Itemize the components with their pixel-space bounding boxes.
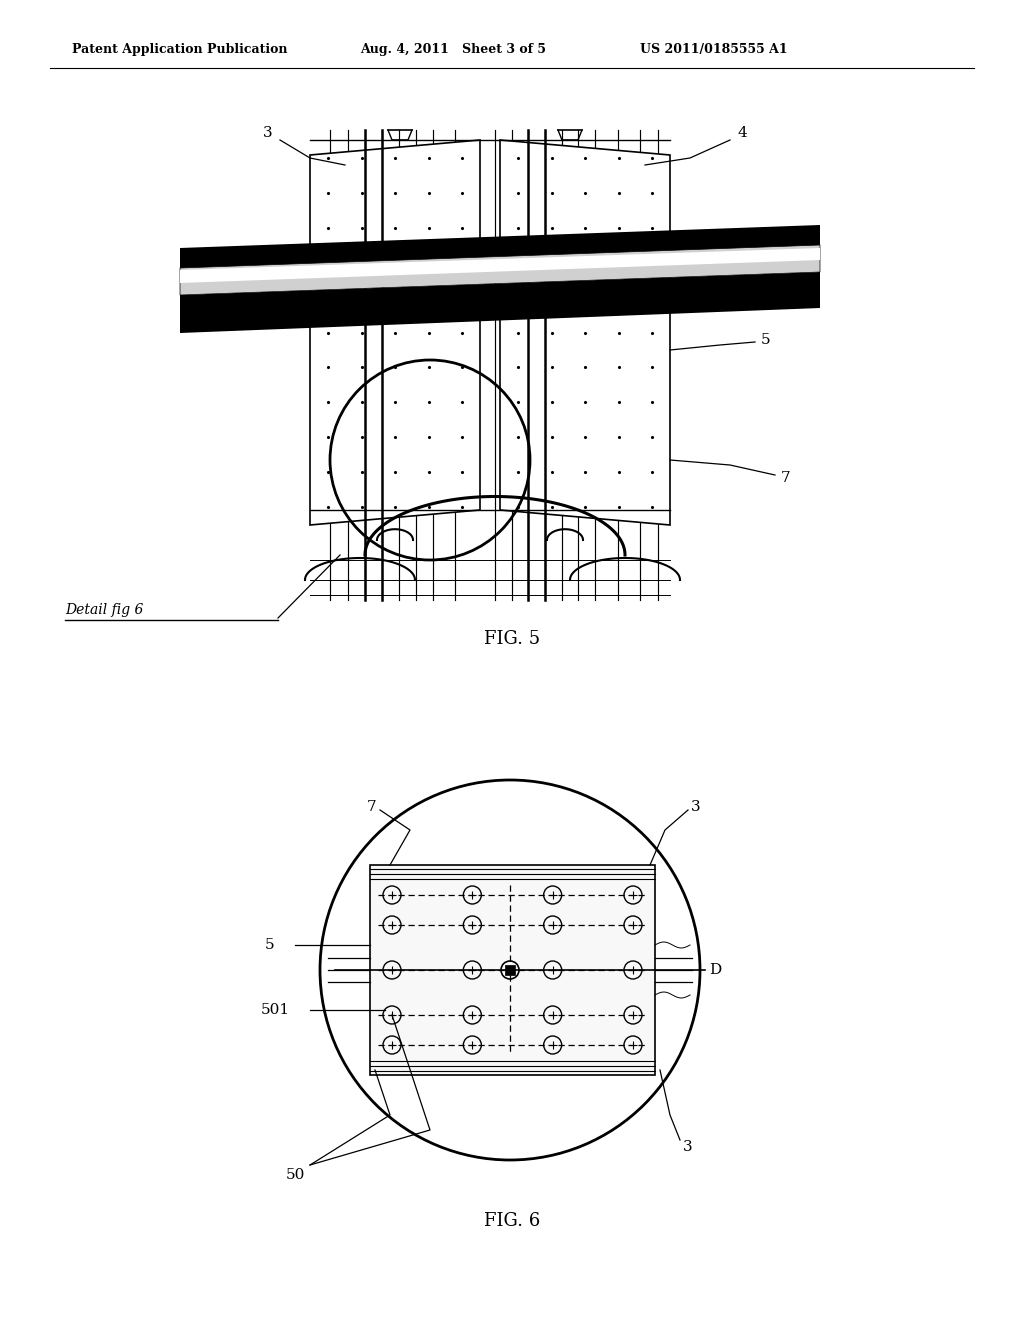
- Text: 5: 5: [265, 939, 274, 952]
- Text: 3: 3: [263, 125, 272, 140]
- Circle shape: [319, 780, 700, 1160]
- Text: 50: 50: [286, 1168, 305, 1181]
- Polygon shape: [180, 272, 820, 333]
- Polygon shape: [180, 248, 820, 282]
- Text: Aug. 4, 2011   Sheet 3 of 5: Aug. 4, 2011 Sheet 3 of 5: [360, 44, 546, 57]
- Polygon shape: [500, 140, 670, 525]
- Text: 7: 7: [368, 800, 377, 814]
- Text: FIG. 6: FIG. 6: [484, 1212, 540, 1230]
- Text: D: D: [709, 964, 721, 977]
- Text: FIG. 5: FIG. 5: [484, 630, 540, 648]
- Text: 5: 5: [761, 333, 771, 347]
- Polygon shape: [180, 224, 820, 293]
- Polygon shape: [370, 865, 655, 1074]
- Text: 3: 3: [683, 1140, 693, 1154]
- Text: Patent Application Publication: Patent Application Publication: [72, 44, 288, 57]
- Text: 501: 501: [260, 1003, 290, 1016]
- Bar: [505, 965, 515, 975]
- Text: 4: 4: [737, 125, 746, 140]
- Text: US 2011/0185555 A1: US 2011/0185555 A1: [640, 44, 787, 57]
- Polygon shape: [180, 246, 820, 294]
- Text: 3: 3: [691, 800, 700, 814]
- Text: Detail fig 6: Detail fig 6: [65, 603, 143, 616]
- Polygon shape: [310, 140, 480, 525]
- Text: 7: 7: [781, 471, 791, 484]
